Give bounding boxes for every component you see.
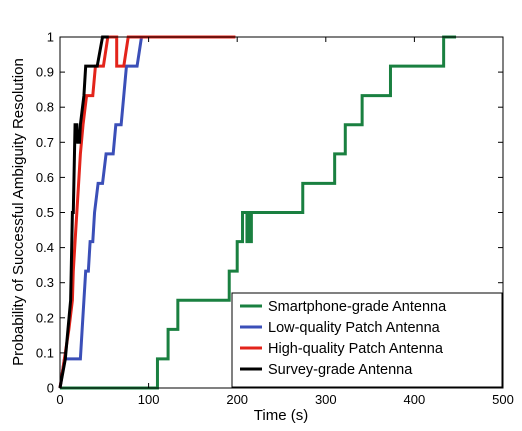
y-tick-label: 0.8 (36, 100, 54, 115)
legend-label-3: Survey-grade Antenna (268, 362, 413, 378)
plot-area (58, 35, 457, 390)
x-tick-label: 500 (492, 392, 514, 407)
y-axis-label: Probability of Successful Ambiguity Reso… (10, 58, 27, 366)
y-tick-label: 0.6 (36, 170, 54, 185)
y-tick-label: 0.9 (36, 65, 54, 80)
y-tick-label: 0.4 (36, 240, 54, 255)
x-tick-label: 0 (56, 392, 63, 407)
legend: Smartphone-grade Antenna Low-quality Patc… (231, 292, 503, 388)
y-tick-label: 0.2 (36, 310, 54, 325)
y-tick-label: 0.3 (36, 275, 54, 290)
legend-items: Smartphone-grade Antenna Low-quality Patc… (240, 299, 447, 378)
series-line-2 (58, 35, 236, 389)
series-line-1 (58, 35, 145, 389)
series-line-3 (58, 35, 109, 389)
y-tick-label: 0 (47, 381, 54, 396)
series-layer (58, 35, 457, 390)
series-line-0 (60, 35, 457, 390)
x-axis-label: Time (s) (254, 407, 308, 424)
legend-label-2: High-quality Patch Antenna (268, 341, 444, 357)
y-tick-label: 0.5 (36, 205, 54, 220)
legend-label-0: Smartphone-grade Antenna (268, 299, 447, 315)
y-tick-label: 0.1 (36, 345, 54, 360)
legend-label-1: Low-quality Patch Antenna (268, 320, 441, 336)
x-tick-label: 400 (404, 392, 426, 407)
y-tick-label: 1 (47, 30, 54, 45)
x-tick-label: 200 (226, 392, 248, 407)
x-tick-label: 100 (138, 392, 160, 407)
legend-box (231, 292, 503, 388)
x-tick-label: 300 (315, 392, 337, 407)
y-tick-label: 0.7 (36, 135, 54, 150)
ticks-layer: 0 100 200 300 400 500 0 0.1 0.2 0.3 0.4 0.5 0.6 0.7 0.… (36, 30, 514, 408)
